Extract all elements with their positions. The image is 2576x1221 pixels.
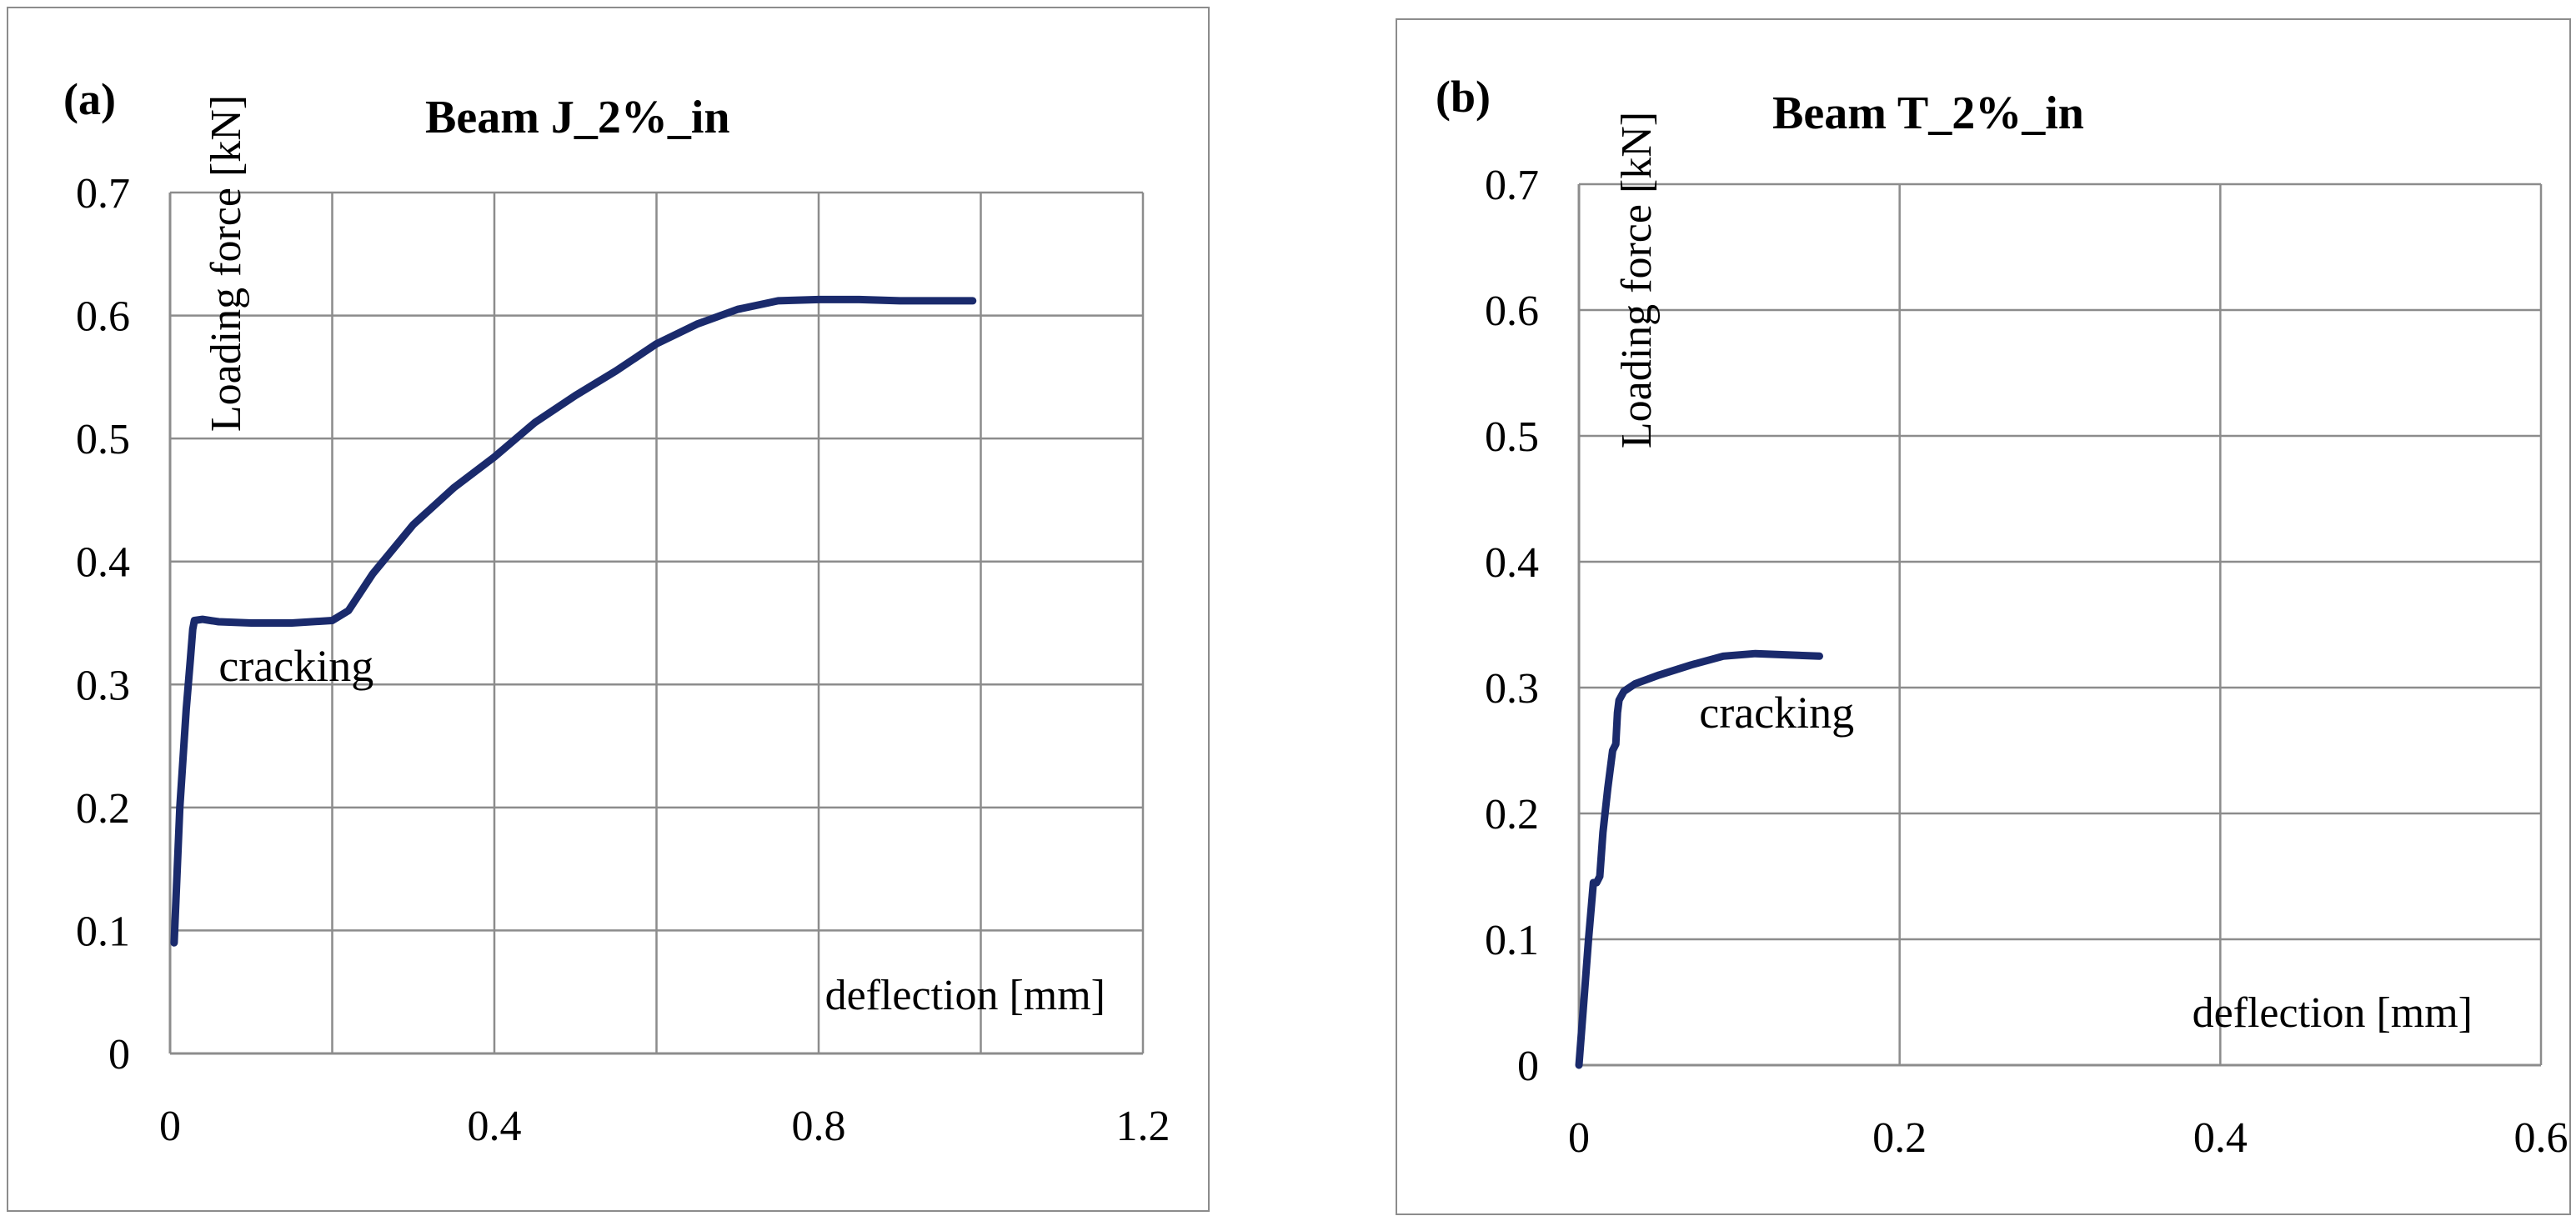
panel-label: (b) bbox=[1436, 72, 1491, 122]
x-axis-title: deflection [mm] bbox=[2193, 989, 2473, 1037]
y-tick-label: 0.5 bbox=[1485, 413, 1539, 461]
y-tick-label: 0.7 bbox=[1485, 162, 1539, 209]
y-tick-label: 0.7 bbox=[76, 170, 130, 218]
chart-panel-b: 0 0.1 0.2 0.3 0.4 0.5 0.6 0.7 0 0.2 0.4 0.6 (b) Beam … bbox=[1396, 18, 2571, 1215]
series-line bbox=[170, 295, 977, 947]
chart-title: Beam J_2%_in bbox=[425, 92, 730, 143]
y-tick-label: 0.2 bbox=[76, 785, 130, 833]
x-tick-label: 0 bbox=[159, 1103, 181, 1150]
y-tick-label: 0.1 bbox=[76, 908, 130, 955]
chart-a-svg: 0 0.1 0.2 0.3 0.4 0.5 0.6 0.7 0 0.4 0.8 1.2 (a) Beam … bbox=[63, 74, 1170, 1150]
y-tick-label: 0.1 bbox=[1485, 917, 1539, 964]
y-axis-title: Loading force [kN] bbox=[203, 95, 250, 432]
x-tick-label: 0.6 bbox=[2514, 1114, 2568, 1162]
x-tick-label: 0.2 bbox=[1872, 1114, 1927, 1162]
chart-b-svg: 0 0.1 0.2 0.3 0.4 0.5 0.6 0.7 0 0.2 0.4 0.6 (b) Beam … bbox=[1436, 72, 2568, 1162]
x-axis-title: deflection [mm] bbox=[825, 972, 1105, 1019]
y-tick-label: 0.3 bbox=[76, 662, 130, 709]
y-tick-label: 0.4 bbox=[76, 539, 130, 587]
chart-panel-a: 0 0.1 0.2 0.3 0.4 0.5 0.6 0.7 0 0.4 0.8 1.2 (a) Beam … bbox=[7, 7, 1210, 1212]
panel-label: (a) bbox=[63, 74, 116, 124]
chart-title: Beam T_2%_in bbox=[1772, 88, 2084, 139]
y-tick-label: 0.3 bbox=[1485, 665, 1539, 713]
x-tick-label: 1.2 bbox=[1116, 1103, 1170, 1150]
y-axis-title: Loading force [kN] bbox=[1613, 112, 1661, 448]
y-tick-label: 0.4 bbox=[1485, 539, 1539, 587]
y-tick-label: 0.5 bbox=[76, 416, 130, 463]
series-line bbox=[1575, 649, 1823, 1069]
y-tick-label: 0 bbox=[108, 1031, 130, 1078]
cracking-annotation: cracking bbox=[218, 641, 373, 691]
cracking-annotation: cracking bbox=[1699, 688, 1854, 738]
x-tick-label: 0 bbox=[1568, 1114, 1590, 1162]
x-tick-label: 0.8 bbox=[792, 1103, 846, 1150]
y-tick-label: 0 bbox=[1517, 1043, 1539, 1090]
y-tick-label: 0.6 bbox=[76, 293, 130, 341]
y-tick-label: 0.6 bbox=[1485, 288, 1539, 335]
x-tick-label: 0.4 bbox=[468, 1103, 522, 1150]
y-tick-label: 0.2 bbox=[1485, 791, 1539, 838]
x-tick-label: 0.4 bbox=[2193, 1114, 2248, 1162]
